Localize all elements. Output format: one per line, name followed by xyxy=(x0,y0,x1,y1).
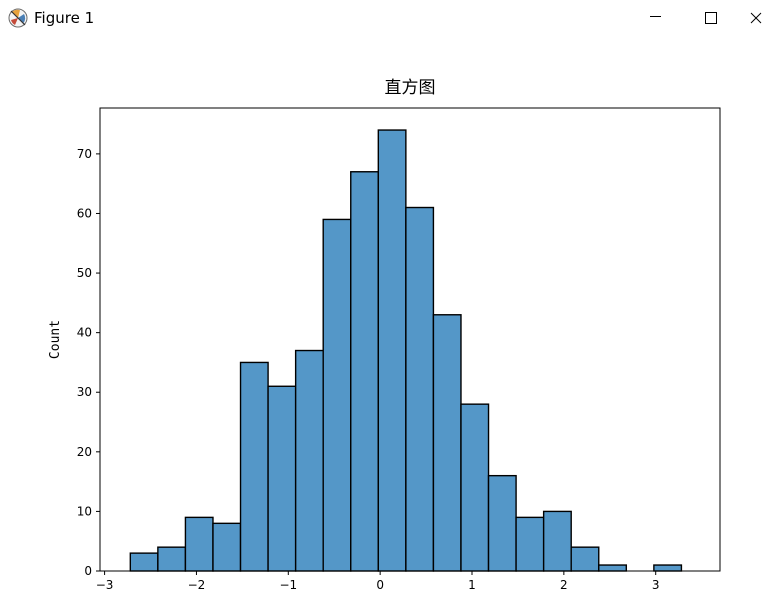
histogram-bar xyxy=(129,552,159,572)
maximize-button[interactable] xyxy=(688,0,734,36)
minimize-icon xyxy=(649,15,661,17)
x-tick-label: 3 xyxy=(652,578,660,592)
chart-title: 直方图 xyxy=(385,78,436,98)
histogram-bar xyxy=(653,564,683,572)
y-tick-label: 30 xyxy=(77,385,92,399)
close-button[interactable] xyxy=(744,0,766,36)
histogram-bar xyxy=(570,546,600,572)
histogram-bar xyxy=(239,361,269,572)
matplotlib-figure-icon xyxy=(8,8,28,28)
histogram-bar xyxy=(267,385,297,572)
histogram-bar xyxy=(157,546,187,572)
maximize-icon xyxy=(705,12,717,24)
plot-frame xyxy=(99,107,721,572)
x-tick-label: 1 xyxy=(468,578,476,592)
y-tick-label: 0 xyxy=(84,564,92,578)
histogram-bar xyxy=(405,206,435,572)
x-tick-label: 0 xyxy=(376,578,384,592)
histogram-bar xyxy=(212,522,242,572)
y-tick-label: 60 xyxy=(77,206,92,220)
y-tick-label: 50 xyxy=(77,266,92,280)
histogram-bar xyxy=(322,218,352,572)
close-icon xyxy=(750,12,762,24)
histogram-chart: 直方图 −3 −2 −1 0 1 2 3 0 10 20 30 40 50 60 70 Count xyxy=(48,78,721,592)
x-tick-label: −2 xyxy=(188,578,206,592)
histogram-bars xyxy=(129,129,683,572)
x-tick-label: 2 xyxy=(560,578,568,592)
minimize-button[interactable] xyxy=(632,0,678,36)
histogram-bar xyxy=(487,474,517,572)
histogram-bar xyxy=(460,403,490,572)
y-tick-label: 70 xyxy=(77,147,92,161)
x-tick-label: −1 xyxy=(279,578,297,592)
histogram-bar xyxy=(515,516,545,572)
y-tick-label: 40 xyxy=(77,326,92,340)
histogram-bar xyxy=(598,564,628,572)
y-tick-label: 10 xyxy=(77,504,92,518)
histogram-bar xyxy=(377,129,407,572)
histogram-bar xyxy=(542,510,572,572)
y-tick-label: 20 xyxy=(77,445,92,459)
y-axis-label: Count xyxy=(48,320,63,359)
histogram-bar xyxy=(350,171,380,572)
x-axis-ticks: −3 −2 −1 0 1 2 3 xyxy=(96,571,660,592)
y-axis-ticks: 0 10 20 30 40 50 60 70 xyxy=(77,147,100,578)
window-title: Figure 1 xyxy=(34,9,95,27)
window-titlebar: Figure 1 xyxy=(0,0,766,36)
histogram-bar xyxy=(294,349,324,572)
x-tick-label: −3 xyxy=(96,578,114,592)
histogram-bar xyxy=(184,516,214,572)
histogram-bar xyxy=(432,314,462,572)
